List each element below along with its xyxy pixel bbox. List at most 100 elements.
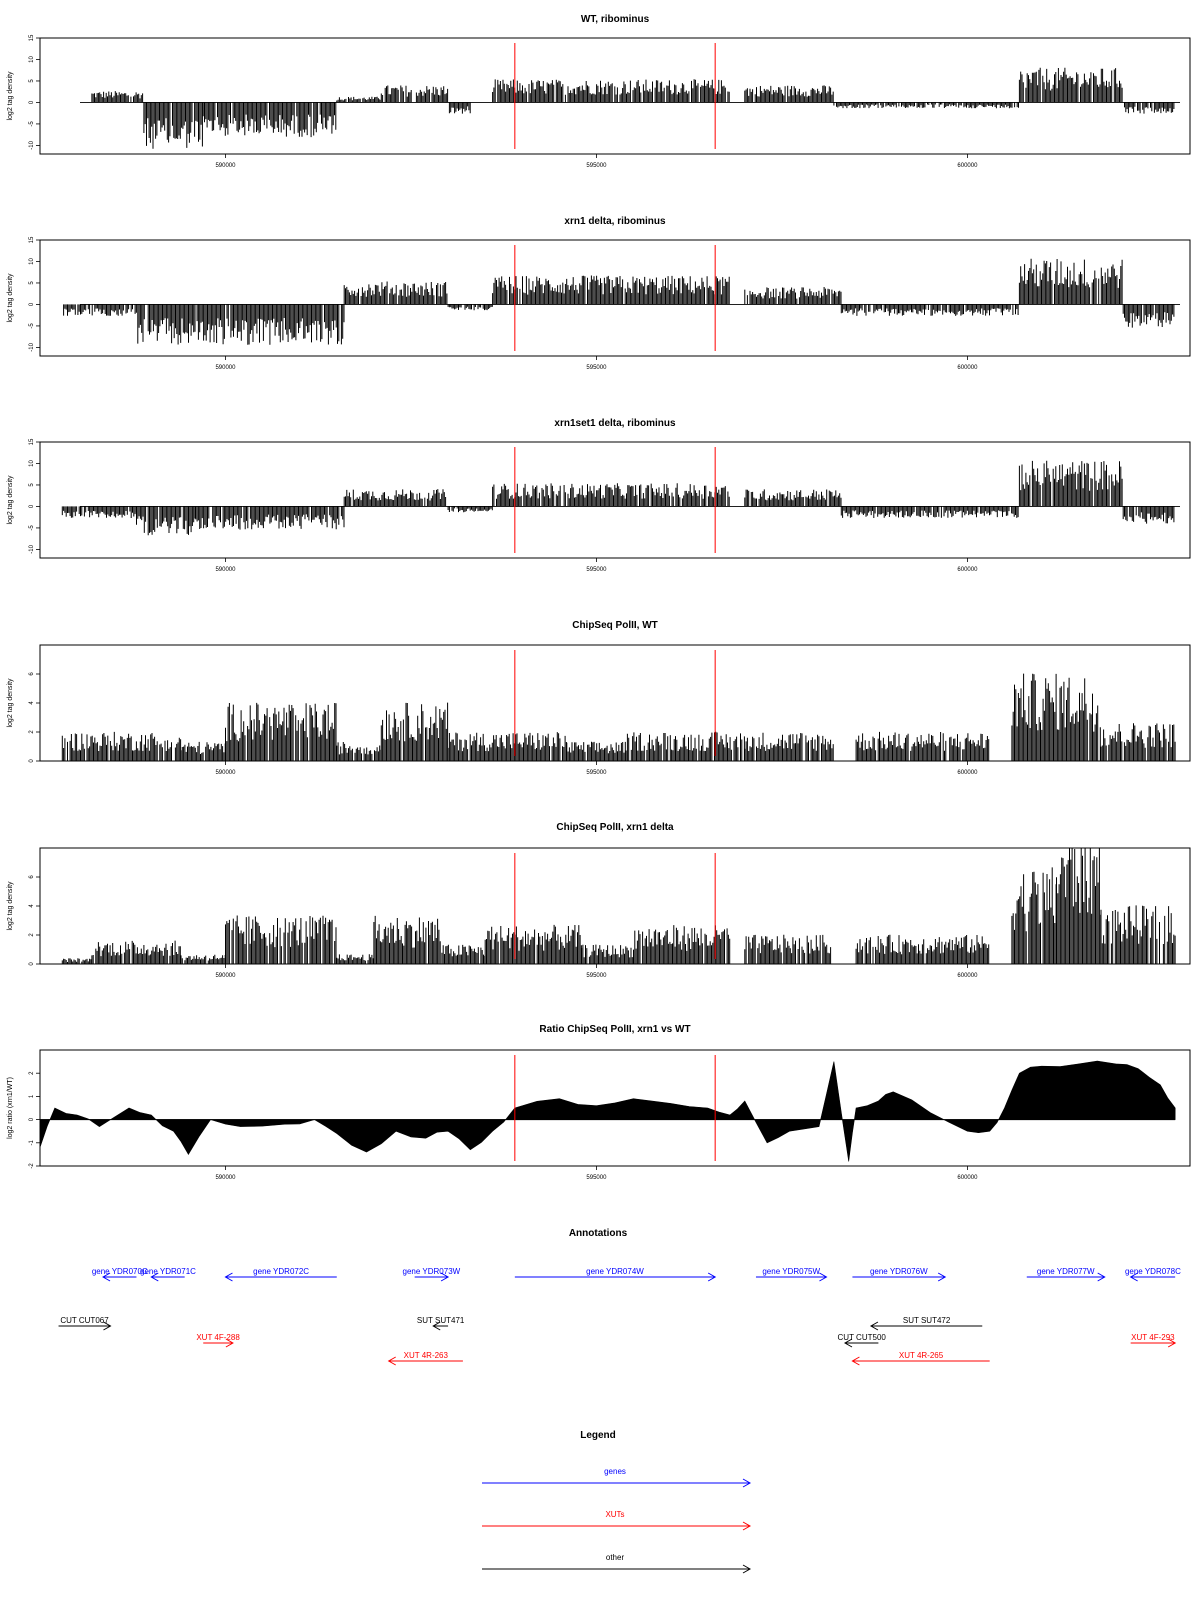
x-tick-label: 600000	[957, 567, 978, 573]
density-segment	[196, 304, 345, 345]
density-bars	[744, 489, 842, 507]
annotation-label: gene YDR077W	[1037, 1267, 1095, 1276]
density-segment	[225, 915, 337, 964]
x-tick-label: 590000	[215, 1175, 236, 1181]
panel-title: ChipSeq PolII, xrn1 delta	[556, 822, 674, 833]
annotation-gene-ydr075w: gene YDR075W	[755, 1267, 828, 1282]
legend-title: Legend	[580, 1430, 616, 1441]
density-bars	[336, 96, 382, 103]
annotation-kind: SUT	[417, 1316, 435, 1325]
panel-title: xrn1set1 delta, ribominus	[554, 418, 676, 429]
arrow-head	[937, 1272, 947, 1282]
plot-frame	[39, 441, 1191, 559]
density-bars	[137, 304, 196, 345]
density-bars	[566, 741, 626, 761]
density-segment	[492, 275, 730, 305]
annotation-gene-ydr070c: gene YDR070C	[92, 1267, 148, 1282]
panel-title: WT, ribominus	[581, 14, 650, 25]
annotation-label: CUT CUT067	[60, 1316, 109, 1325]
x-tick-label: 595000	[586, 365, 607, 371]
density-segment	[447, 304, 493, 311]
y-tick-label: 15	[29, 438, 35, 445]
legend-arrow-head	[742, 1478, 752, 1488]
annotation-name: YDR071C	[160, 1267, 196, 1276]
annotation-label: gene YDR075W	[762, 1267, 820, 1276]
y-tick-label: 1	[29, 1094, 35, 1098]
legend-label: genes	[604, 1467, 626, 1476]
density-segment	[1018, 258, 1123, 305]
y-tick-label: -10	[29, 140, 35, 149]
density-segment	[633, 925, 731, 964]
density-segment	[1124, 102, 1175, 114]
annotation-label: gene YDR071C	[140, 1267, 196, 1276]
annotation-label: XUT 4F-293	[1131, 1333, 1175, 1342]
arrow-head	[432, 1321, 441, 1331]
panel-title: ChipSeq PolII, WT	[572, 620, 658, 631]
density-bars	[343, 489, 447, 507]
annotation-kind: gene	[403, 1267, 423, 1276]
annotation-gene-ydr073w: gene YDR073W	[403, 1267, 461, 1282]
y-tick-label: 6	[29, 875, 35, 879]
annotation-xut-4f-288: XUT 4F-288	[196, 1333, 240, 1348]
density-segment	[744, 732, 834, 761]
density-bars	[441, 944, 486, 964]
legend-item-genes: genes	[482, 1467, 752, 1488]
panel-6: Ratio ChipSeq PolII, xrn1 vs WT log2 rati…	[7, 1024, 1191, 1181]
density-segment	[336, 96, 382, 103]
annotation-label: gene YDR073W	[403, 1267, 461, 1276]
y-tick-label: -1	[29, 1139, 35, 1145]
legend-arrow-head	[742, 1564, 752, 1574]
arrow-head	[819, 1272, 828, 1282]
annotation-gene-ydr072c: gene YDR072C	[224, 1267, 337, 1282]
density-bars	[840, 506, 1019, 518]
y-tick-label: 0	[29, 759, 35, 763]
panel-title: xrn1 delta, ribominus	[564, 216, 666, 227]
density-bars	[744, 732, 834, 761]
arrow-head	[225, 1338, 234, 1348]
density-segment	[581, 944, 633, 964]
density-bars	[833, 102, 1019, 109]
x-tick-label: 590000	[215, 973, 236, 979]
density-segment	[744, 85, 834, 103]
annotation-label: gene YDR076W	[870, 1267, 928, 1276]
density-segment	[1122, 304, 1175, 328]
density-segment	[625, 731, 745, 761]
y-tick-label: -10	[29, 342, 35, 351]
annotation-xut-4f-293: XUT 4F-293	[1130, 1333, 1177, 1348]
density-bars	[633, 925, 731, 964]
density-segment	[136, 506, 196, 536]
annotation-kind: gene	[586, 1267, 606, 1276]
x-tick-label: 600000	[957, 1175, 978, 1181]
x-tick-label: 590000	[215, 365, 236, 371]
density-bars	[448, 102, 471, 114]
legend-item-other: other	[482, 1553, 752, 1574]
annotation-label: CUT CUT500	[838, 1333, 887, 1342]
density-segment	[91, 940, 181, 964]
density-bars	[1018, 67, 1123, 103]
density-bars	[744, 85, 834, 103]
annotation-cut-cut067: CUT CUT067	[58, 1316, 112, 1331]
y-tick-label: 2	[29, 1071, 35, 1075]
density-segment	[744, 287, 842, 305]
density-segment	[61, 506, 137, 518]
annotation-kind: gene	[762, 1267, 782, 1276]
arrow-head	[1129, 1272, 1138, 1282]
density-segment	[343, 489, 447, 507]
x-tick-label: 595000	[586, 973, 607, 979]
density-segment	[840, 304, 1019, 316]
annotation-gene-ydr078c: gene YDR078C	[1125, 1267, 1181, 1282]
x-tick-label: 590000	[215, 163, 236, 169]
legend-arrow-head	[742, 1521, 752, 1531]
x-tick-label: 595000	[586, 567, 607, 573]
density-segment	[180, 954, 226, 964]
density-bars	[625, 731, 745, 761]
y-tick-label: 10	[29, 55, 35, 62]
annotation-label: SUT SUT472	[903, 1316, 951, 1325]
y-tick-label: 0	[29, 302, 35, 306]
density-bars	[1056, 848, 1102, 964]
density-bars	[1122, 506, 1175, 524]
y-tick-label: -5	[29, 121, 35, 127]
y-tick-label: 0	[29, 100, 35, 104]
arrow-head	[869, 1321, 879, 1331]
